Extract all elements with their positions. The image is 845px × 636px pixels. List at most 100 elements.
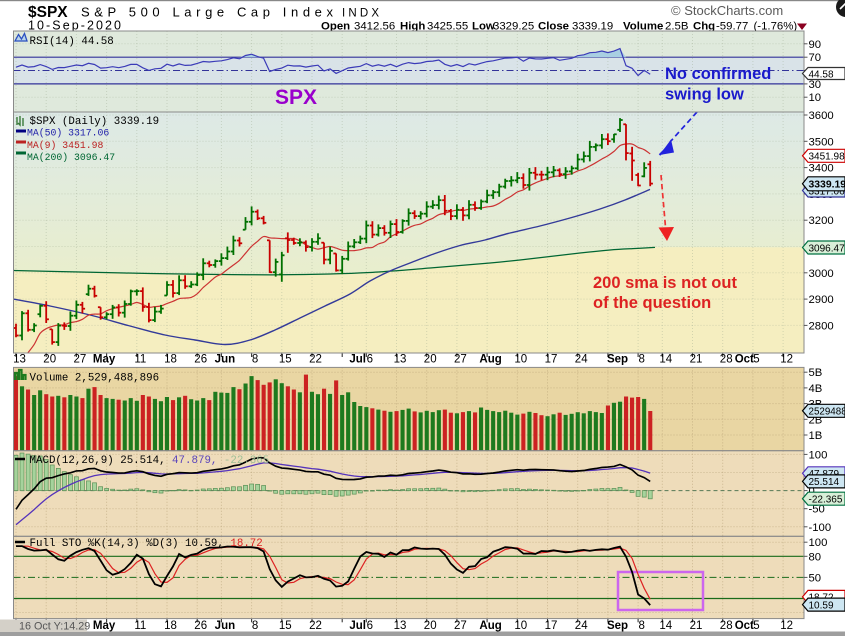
svg-text:5: 5 xyxy=(753,620,759,632)
svg-text:11: 11 xyxy=(134,620,146,632)
svg-text:Full STO %K(14,3) %D(3) 10.59,: Full STO %K(14,3) %D(3) 10.59, 18.72 xyxy=(30,538,263,550)
svg-text:13: 13 xyxy=(394,620,407,632)
svg-text:-50: -50 xyxy=(809,504,825,516)
svg-text:Jul: Jul xyxy=(349,354,366,366)
svg-text:10: 10 xyxy=(514,354,527,366)
svg-text:$SPX: $SPX xyxy=(28,4,68,21)
svg-text:10-Sep-2020: 10-Sep-2020 xyxy=(28,19,121,33)
svg-text:90: 90 xyxy=(809,39,822,51)
svg-text:8: 8 xyxy=(252,620,258,632)
svg-text:10: 10 xyxy=(809,92,822,104)
svg-text:Volume 2,529,488,896: Volume 2,529,488,896 xyxy=(30,373,160,385)
svg-text:27: 27 xyxy=(74,354,87,366)
svg-text:15: 15 xyxy=(279,354,292,366)
svg-text:5: 5 xyxy=(753,354,759,366)
svg-text:50: 50 xyxy=(809,572,822,584)
svg-text:8: 8 xyxy=(638,354,644,366)
svg-text:1B: 1B xyxy=(809,430,823,442)
svg-text:12: 12 xyxy=(780,620,793,632)
svg-text:3500: 3500 xyxy=(809,136,834,148)
svg-text:20: 20 xyxy=(43,354,56,366)
svg-text:May: May xyxy=(93,354,116,366)
svg-text:3096.47: 3096.47 xyxy=(809,243,845,254)
svg-text:70: 70 xyxy=(809,52,822,64)
svg-text:Oct: Oct xyxy=(735,620,754,632)
svg-text:20: 20 xyxy=(424,620,437,632)
svg-text:$SPX (Daily) 3339.19: $SPX (Daily) 3339.19 xyxy=(30,116,160,128)
svg-text:swing low: swing low xyxy=(665,86,744,104)
svg-text:28: 28 xyxy=(720,354,733,366)
svg-text:28: 28 xyxy=(720,620,733,632)
svg-text:Sep: Sep xyxy=(607,620,628,632)
svg-text:14: 14 xyxy=(659,354,672,366)
svg-text:3317.06: 3317.06 xyxy=(809,186,845,197)
svg-text:100: 100 xyxy=(809,449,828,461)
svg-text:3600: 3600 xyxy=(809,110,834,122)
svg-text:14: 14 xyxy=(659,620,672,632)
svg-text:3200: 3200 xyxy=(809,215,834,227)
svg-text:2800: 2800 xyxy=(809,320,834,332)
svg-text:200 sma is not out: 200 sma is not out xyxy=(593,274,737,292)
svg-text:Jul: Jul xyxy=(349,620,366,632)
svg-text:3339.19: 3339.19 xyxy=(809,180,845,191)
svg-text:22: 22 xyxy=(309,620,322,632)
svg-text:44.58: 44.58 xyxy=(809,69,834,80)
svg-text:12: 12 xyxy=(780,354,793,366)
svg-text:18: 18 xyxy=(164,354,177,366)
svg-text:10: 10 xyxy=(514,620,527,632)
svg-text:27: 27 xyxy=(454,354,467,366)
svg-text:-100: -100 xyxy=(809,522,832,534)
svg-text:MA(200) 3096.47: MA(200) 3096.47 xyxy=(27,152,115,163)
svg-text:6: 6 xyxy=(367,354,373,366)
svg-text:17: 17 xyxy=(545,620,558,632)
svg-text:3000: 3000 xyxy=(809,268,834,280)
svg-text:30: 30 xyxy=(809,79,822,91)
svg-text:MA(9) 3451.98: MA(9) 3451.98 xyxy=(27,140,104,151)
svg-text:17: 17 xyxy=(545,354,558,366)
svg-text:20: 20 xyxy=(424,354,437,366)
svg-text:8: 8 xyxy=(638,620,644,632)
svg-text:© StockCharts.com: © StockCharts.com xyxy=(671,3,783,18)
svg-text:24: 24 xyxy=(575,354,588,366)
svg-text:27: 27 xyxy=(454,620,467,632)
svg-text:4B: 4B xyxy=(809,383,823,395)
svg-text:May: May xyxy=(93,620,116,632)
svg-text:5B: 5B xyxy=(809,367,823,379)
svg-text:8: 8 xyxy=(252,354,258,366)
svg-text:MACD(12,26,9) 25.514, 47.879,: MACD(12,26,9) 25.514, 47.879, -22.365 xyxy=(30,455,270,467)
svg-text:24: 24 xyxy=(575,620,588,632)
svg-text:INDX: INDX xyxy=(342,8,379,20)
svg-text:25.514: 25.514 xyxy=(809,477,840,488)
svg-text:3451.98: 3451.98 xyxy=(809,152,845,163)
svg-text:Aug: Aug xyxy=(479,620,501,632)
svg-text:RSI(14) 44.58: RSI(14) 44.58 xyxy=(30,36,114,48)
svg-text:Aug: Aug xyxy=(479,354,501,366)
svg-text:SPX: SPX xyxy=(275,86,317,109)
svg-text:of the question: of the question xyxy=(593,294,711,312)
svg-text:13: 13 xyxy=(394,354,407,366)
svg-text:21: 21 xyxy=(690,620,703,632)
svg-text:10.59: 10.59 xyxy=(809,600,834,611)
svg-text:2529488896: 2529488896 xyxy=(809,407,845,418)
svg-text:18: 18 xyxy=(164,620,177,632)
svg-text:Jun: Jun xyxy=(215,354,235,366)
svg-text:Oct: Oct xyxy=(735,354,754,366)
svg-text:2900: 2900 xyxy=(809,294,834,306)
svg-text:3400: 3400 xyxy=(809,163,834,175)
svg-text:26: 26 xyxy=(194,354,207,366)
svg-text:No confirmed: No confirmed xyxy=(665,65,771,83)
svg-text:Sep: Sep xyxy=(607,354,628,366)
svg-text:15: 15 xyxy=(279,620,292,632)
svg-text:13: 13 xyxy=(13,354,26,366)
svg-text:22: 22 xyxy=(309,354,322,366)
svg-text:21: 21 xyxy=(690,354,703,366)
svg-text:-22.365: -22.365 xyxy=(809,495,843,506)
svg-text:80: 80 xyxy=(809,551,822,563)
svg-text:100: 100 xyxy=(809,537,828,549)
svg-text:11: 11 xyxy=(134,354,146,366)
svg-text:26: 26 xyxy=(194,620,207,632)
svg-text:16 Oct Y:14.29: 16 Oct Y:14.29 xyxy=(19,621,90,633)
svg-text:Jun: Jun xyxy=(215,620,235,632)
svg-text:6: 6 xyxy=(367,620,373,632)
